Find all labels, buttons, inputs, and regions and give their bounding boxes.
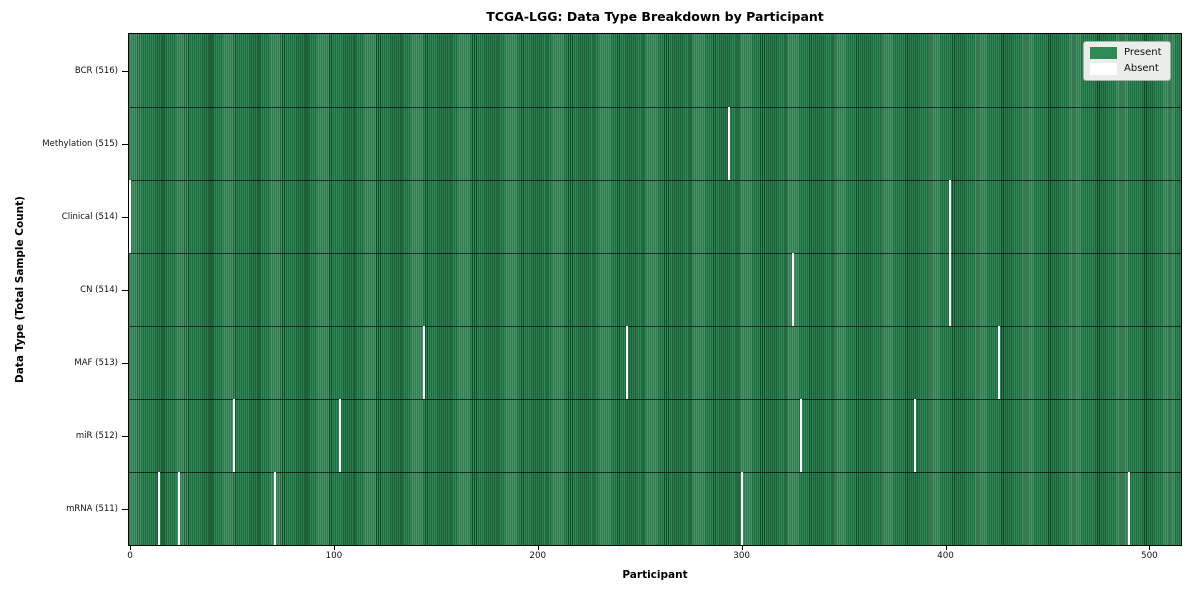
x-tick-label: 500	[1140, 551, 1158, 561]
absent-marker	[129, 180, 132, 253]
absent-marker	[740, 472, 743, 545]
x-tick-mark	[1149, 546, 1151, 550]
absent-marker	[728, 107, 731, 180]
x-tick-mark	[130, 546, 132, 550]
absent-marker	[948, 180, 951, 253]
row-cn	[129, 253, 1181, 326]
y-tick-label: Methylation (515)	[42, 138, 118, 149]
x-tick-label: 200	[529, 551, 547, 561]
absent-marker	[626, 326, 629, 399]
y-tick-label: Clinical (514)	[61, 211, 118, 222]
y-tick-mark	[122, 435, 128, 437]
row-maf	[129, 326, 1181, 399]
x-tick-label: 400	[937, 551, 954, 561]
absent-marker	[791, 253, 794, 326]
x-tick-mark	[741, 546, 743, 550]
row-mrna	[129, 472, 1181, 545]
x-tick-mark	[537, 546, 539, 550]
x-tick-label: 300	[733, 551, 751, 561]
absent-marker	[948, 253, 951, 326]
x-tick-label: 0	[127, 551, 133, 561]
legend-item-present: Present	[1090, 47, 1162, 59]
absent-marker	[177, 472, 180, 545]
y-tick-label: CN (514)	[80, 284, 118, 295]
x-tick-label: 100	[325, 551, 343, 561]
absent-marker	[232, 399, 235, 472]
x-tick-mark	[945, 546, 947, 550]
absent-marker	[422, 326, 425, 399]
absent-marker	[913, 399, 916, 472]
row-mir	[129, 399, 1181, 472]
y-tick-mark	[122, 216, 128, 218]
chart-title: TCGA-LGG: Data Type Breakdown by Partici…	[486, 9, 824, 24]
absent-swatch	[1090, 63, 1117, 75]
absent-marker	[157, 472, 160, 545]
y-tick-mark	[122, 143, 128, 145]
y-tick-mark	[122, 289, 128, 291]
y-tick-label: BCR (516)	[74, 65, 118, 76]
y-tick-label: MAF (513)	[74, 357, 118, 368]
x-tick-mark	[333, 546, 335, 550]
legend-label-present: Present	[1124, 47, 1162, 58]
absent-marker	[997, 326, 1000, 399]
legend-label-absent: Absent	[1124, 63, 1159, 74]
legend-item-absent: Absent	[1090, 63, 1162, 75]
y-tick-mark	[122, 70, 128, 72]
legend: Present Absent	[1083, 41, 1171, 81]
y-tick-label: miR (512)	[75, 430, 118, 441]
y-tick-label: mRNA (511)	[66, 503, 118, 514]
absent-marker	[273, 472, 276, 545]
y-tick-mark	[122, 362, 128, 364]
y-tick-mark	[122, 508, 128, 510]
absent-marker	[799, 399, 802, 472]
present-swatch	[1090, 47, 1117, 59]
x-axis-label: Participant	[622, 569, 688, 581]
absent-marker	[1127, 472, 1131, 545]
row-clinical	[129, 180, 1181, 253]
row-methylation	[129, 107, 1181, 180]
absent-marker	[338, 399, 342, 472]
plot-area: Present Absent	[128, 33, 1182, 546]
row-bcr	[129, 34, 1181, 107]
